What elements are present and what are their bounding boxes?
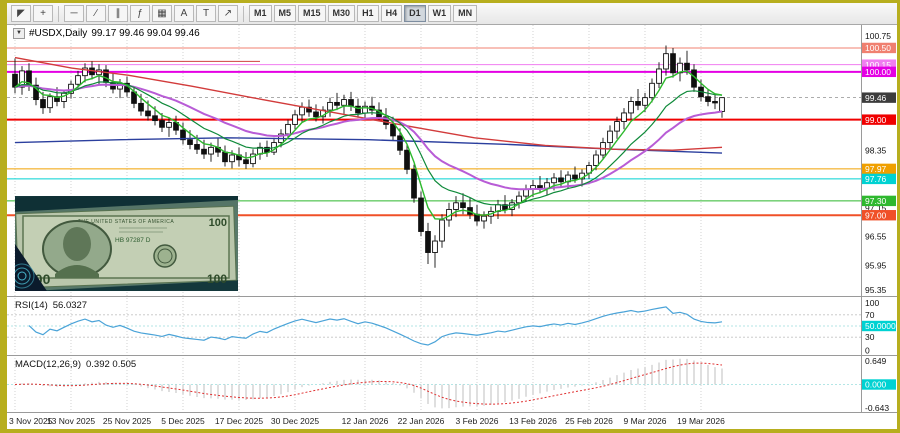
chart-window: 100.7598.3597.1596.5595.9595.35100.50100… (7, 25, 897, 429)
svg-text:0.649: 0.649 (865, 356, 887, 366)
svg-text:HB 97287 D: HB 97287 D (115, 237, 151, 244)
svg-text:0.000: 0.000 (865, 380, 887, 390)
svg-text:19 Mar 2026: 19 Mar 2026 (677, 416, 725, 426)
label-tool[interactable]: T (196, 5, 216, 22)
toolbar-separator (243, 6, 244, 22)
text-tool[interactable]: A (174, 5, 194, 22)
arrows-tool[interactable]: ↗ (218, 5, 238, 22)
svg-text:13 Nov 2025: 13 Nov 2025 (47, 416, 95, 426)
svg-text:0: 0 (865, 346, 870, 356)
svg-text:70: 70 (865, 310, 875, 320)
symbol-ohlc: 99.17 99.46 99.04 99.46 (91, 28, 199, 39)
toolbar-separator (58, 6, 59, 22)
timeframe-h1[interactable]: H1 (357, 5, 379, 22)
svg-text:100.75: 100.75 (865, 31, 891, 41)
timeframe-m5[interactable]: M5 (274, 5, 297, 22)
hline-tool[interactable]: ─ (64, 5, 84, 22)
drawing-tools: ◤+ ─∕∥ƒ▦AT↗ (11, 5, 247, 22)
dollar-bills-photo: THE UNITED STATES OF AMERICA HB 97287 D … (15, 196, 238, 291)
timeframe-h4[interactable]: H4 (381, 5, 403, 22)
svg-text:13 Feb 2026: 13 Feb 2026 (509, 416, 557, 426)
svg-text:97.00: 97.00 (865, 210, 887, 220)
rsi-value: 56.0327 (53, 300, 87, 311)
timeframe-m1[interactable]: M1 (249, 5, 272, 22)
timeframe-m30[interactable]: M30 (328, 5, 356, 22)
timeframe-buttons: M1M5M15M30H1H4D1W1MN (249, 5, 477, 22)
macd-name: MACD(12,26,9) (15, 359, 81, 370)
timeframe-d1[interactable]: D1 (404, 5, 426, 22)
svg-text:95.95: 95.95 (865, 260, 887, 270)
trendline-tool[interactable]: ∕ (86, 5, 106, 22)
svg-text:100: 100 (209, 217, 227, 229)
svg-text:99.00: 99.00 (865, 115, 887, 125)
svg-text:95.35: 95.35 (865, 285, 887, 295)
timeframe-mn[interactable]: MN (453, 5, 477, 22)
svg-text:5 Dec 2025: 5 Dec 2025 (161, 416, 205, 426)
rsi-name: RSI(14) (15, 300, 48, 311)
rsi-label: RSI(14) 56.0327 (15, 300, 87, 311)
svg-text:-0.643: -0.643 (865, 403, 889, 413)
timeframe-w1[interactable]: W1 (428, 5, 452, 22)
macd-value: 0.392 0.505 (86, 359, 136, 370)
svg-text:22 Jan 2026: 22 Jan 2026 (398, 416, 445, 426)
channel-tool[interactable]: ∥ (108, 5, 128, 22)
svg-text:30 Dec 2025: 30 Dec 2025 (271, 416, 319, 426)
symbol-name: #USDX,Daily (29, 28, 87, 39)
svg-text:25 Nov 2025: 25 Nov 2025 (103, 416, 151, 426)
svg-text:12 Jan 2026: 12 Jan 2026 (342, 416, 389, 426)
svg-text:99.46: 99.46 (865, 93, 887, 103)
svg-text:100.50: 100.50 (865, 43, 891, 53)
svg-text:100: 100 (865, 298, 879, 308)
crosshair-tool[interactable]: + (33, 5, 53, 22)
svg-text:97.76: 97.76 (865, 174, 887, 184)
svg-text:17 Dec 2025: 17 Dec 2025 (215, 416, 263, 426)
symbol-dropdown-icon[interactable]: ▼ (13, 28, 25, 39)
fibonacci-tool[interactable]: ƒ (130, 5, 150, 22)
macd-label: MACD(12,26,9) 0.392 0.505 (15, 359, 136, 370)
timeframe-m15[interactable]: M15 (298, 5, 326, 22)
svg-text:30: 30 (865, 332, 875, 342)
svg-text:97.30: 97.30 (865, 196, 887, 206)
svg-text:100: 100 (207, 272, 227, 286)
svg-text:98.35: 98.35 (865, 146, 887, 156)
svg-text:9 Mar 2026: 9 Mar 2026 (624, 416, 667, 426)
svg-text:3 Feb 2026: 3 Feb 2026 (455, 416, 498, 426)
svg-text:50.0000: 50.0000 (865, 321, 896, 331)
symbol-header: ▼ #USDX,Daily 99.17 99.46 99.04 99.46 (13, 28, 200, 39)
svg-text:100.00: 100.00 (865, 67, 891, 77)
toolbar: ◤+ ─∕∥ƒ▦AT↗ M1M5M15M30H1H4D1W1MN (7, 3, 897, 25)
svg-text:97.97: 97.97 (865, 164, 887, 174)
svg-text:96.55: 96.55 (865, 232, 887, 242)
shapes-tool[interactable]: ▦ (152, 5, 172, 22)
cursor-tool[interactable]: ◤ (11, 5, 31, 22)
dollar-bills-illustration: THE UNITED STATES OF AMERICA HB 97287 D … (15, 196, 238, 291)
svg-text:25 Feb 2026: 25 Feb 2026 (565, 416, 613, 426)
